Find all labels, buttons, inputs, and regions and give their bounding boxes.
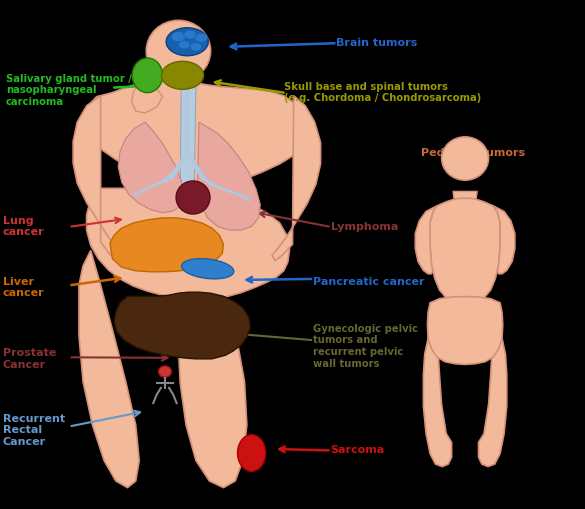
Ellipse shape (181, 259, 234, 279)
Text: Prostate
Cancer: Prostate Cancer (3, 348, 56, 370)
Polygon shape (114, 292, 250, 359)
Polygon shape (118, 122, 184, 213)
Text: Sarcoma: Sarcoma (331, 445, 385, 456)
Polygon shape (87, 188, 290, 300)
Text: Liver
cancer: Liver cancer (3, 277, 44, 298)
Polygon shape (493, 206, 515, 274)
Text: Gynecologic pelvic
tumors and
recurrent pelvic
wall tumors: Gynecologic pelvic tumors and recurrent … (313, 324, 418, 369)
Text: Lymphoma: Lymphoma (331, 221, 398, 232)
Polygon shape (178, 299, 247, 488)
Polygon shape (415, 206, 437, 274)
Ellipse shape (178, 41, 190, 49)
Ellipse shape (442, 137, 488, 180)
Text: Brain tumors: Brain tumors (336, 38, 418, 48)
Polygon shape (428, 297, 503, 364)
Text: Pancreatic cancer: Pancreatic cancer (313, 277, 425, 288)
Ellipse shape (159, 366, 171, 377)
Ellipse shape (195, 33, 208, 42)
Polygon shape (73, 96, 120, 259)
Ellipse shape (184, 30, 197, 39)
Ellipse shape (190, 43, 202, 51)
Text: Salivary gland tumor /
nasopharyngeal
carcinoma: Salivary gland tumor / nasopharyngeal ca… (6, 74, 132, 107)
Ellipse shape (166, 28, 208, 56)
Text: Recurrent
Rectal
Cancer: Recurrent Rectal Cancer (3, 413, 65, 447)
Polygon shape (453, 191, 477, 205)
Ellipse shape (146, 20, 211, 81)
Ellipse shape (171, 32, 185, 42)
Polygon shape (160, 80, 196, 97)
Polygon shape (180, 81, 196, 188)
Polygon shape (198, 122, 260, 230)
Polygon shape (479, 338, 507, 467)
Text: Skull base and spinal tumors
(e.g. Chordoma / Chondrosarcoma): Skull base and spinal tumors (e.g. Chord… (284, 82, 481, 103)
Ellipse shape (176, 181, 210, 214)
Polygon shape (430, 199, 500, 303)
Polygon shape (132, 76, 163, 113)
Polygon shape (424, 338, 452, 467)
Polygon shape (272, 96, 321, 261)
Ellipse shape (161, 62, 204, 90)
Polygon shape (85, 81, 305, 188)
Ellipse shape (238, 435, 266, 471)
Polygon shape (79, 250, 139, 488)
Text: Lung
cancer: Lung cancer (3, 216, 44, 237)
Ellipse shape (132, 58, 163, 93)
Polygon shape (110, 218, 223, 272)
Text: Pediatric tumors: Pediatric tumors (421, 148, 525, 158)
